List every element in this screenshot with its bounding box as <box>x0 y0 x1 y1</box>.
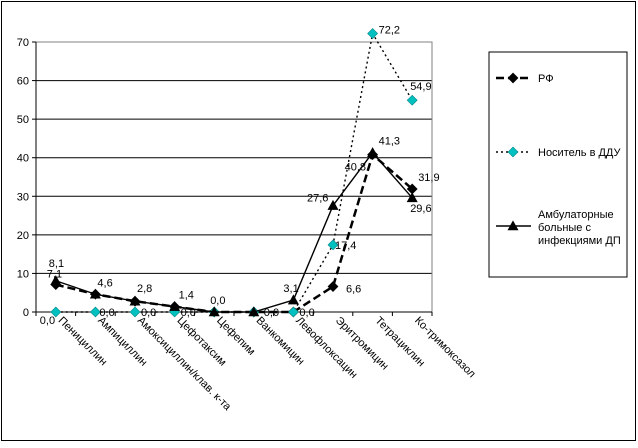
data-label: 0,0 <box>210 295 225 307</box>
y-axis: 0 10 20 30 40 50 60 70 <box>17 37 37 319</box>
legend-label-line: Амбулаторные <box>538 209 614 221</box>
legend-marker <box>507 146 519 158</box>
series-point <box>327 239 339 251</box>
data-label: 72,2 <box>379 25 400 37</box>
y-tick-label: 0 <box>23 307 29 319</box>
legend-label-line: больные с <box>538 222 591 234</box>
data-label: 0,0 <box>264 307 279 319</box>
series-point <box>89 288 101 299</box>
y-tick-label: 20 <box>17 230 29 242</box>
series-point <box>169 300 181 311</box>
data-label: 0,0 <box>181 307 196 319</box>
series-point <box>406 192 418 203</box>
y-tick-label: 40 <box>17 153 29 165</box>
y-tick-label: 50 <box>17 114 29 126</box>
series-point <box>50 306 62 318</box>
series-point <box>406 94 418 106</box>
series-point <box>129 306 141 318</box>
data-label: 0,0 <box>40 315 55 327</box>
legend-label: РФ <box>538 73 554 85</box>
y-tick-label: 10 <box>17 268 29 280</box>
data-label: 4,6 <box>97 277 112 289</box>
series <box>50 28 418 318</box>
series-point <box>89 306 101 318</box>
legend-marker <box>507 220 519 231</box>
data-label: 8,1 <box>49 258 64 270</box>
series-point <box>287 306 299 318</box>
data-label: 41,3 <box>379 136 400 148</box>
data-label: 6,6 <box>346 284 361 296</box>
legend-frame <box>488 51 628 278</box>
data-label: 0,0 <box>299 307 314 319</box>
series-point <box>367 147 379 157</box>
data-label: 17,4 <box>335 240 356 252</box>
y-tick-label: 60 <box>17 76 29 88</box>
series-line <box>55 151 413 313</box>
data-label: 29,6 <box>410 203 431 215</box>
series-point <box>327 199 339 210</box>
y-tick-label: 70 <box>17 37 29 49</box>
data-label: 7,1 <box>47 269 62 281</box>
series-point <box>50 275 62 286</box>
series-point <box>327 281 339 292</box>
data-label: 40,8 <box>345 162 366 174</box>
series-point <box>129 295 141 306</box>
data-label: 2,8 <box>137 283 152 295</box>
legend: РФ Носитель в ДДУ Амбулаторные больные с инф… <box>488 51 628 278</box>
data-label: 31,9 <box>418 172 439 184</box>
y-tick-label: 30 <box>17 191 29 203</box>
legend-label-line: РФ <box>538 73 554 85</box>
series-point <box>367 28 379 39</box>
data-label: 0,0 <box>99 307 114 319</box>
series-point <box>287 294 299 305</box>
series-point <box>208 306 220 317</box>
data-label: 3,1 <box>283 283 298 295</box>
data-labels: 7,1 4,6 2,8 1,4 0,0 6,6 40,8 31,9 0,0 0,0 0,0 0,0 0,… <box>40 25 440 327</box>
data-label: 0,0 <box>141 307 156 319</box>
data-label: 1,4 <box>179 290 194 302</box>
data-label: 54,9 <box>410 81 431 93</box>
legend-label-line: Носитель в ДДУ <box>538 147 622 159</box>
legend-label: Амбулаторные больные с инфекциями ДП <box>538 209 621 247</box>
legend-label-line: инфекциями ДП <box>538 235 621 247</box>
legend-label: Носитель в ДДУ <box>538 147 622 159</box>
series-point <box>248 306 260 317</box>
legend-marker <box>507 72 519 84</box>
data-label: 27,6 <box>307 193 328 205</box>
